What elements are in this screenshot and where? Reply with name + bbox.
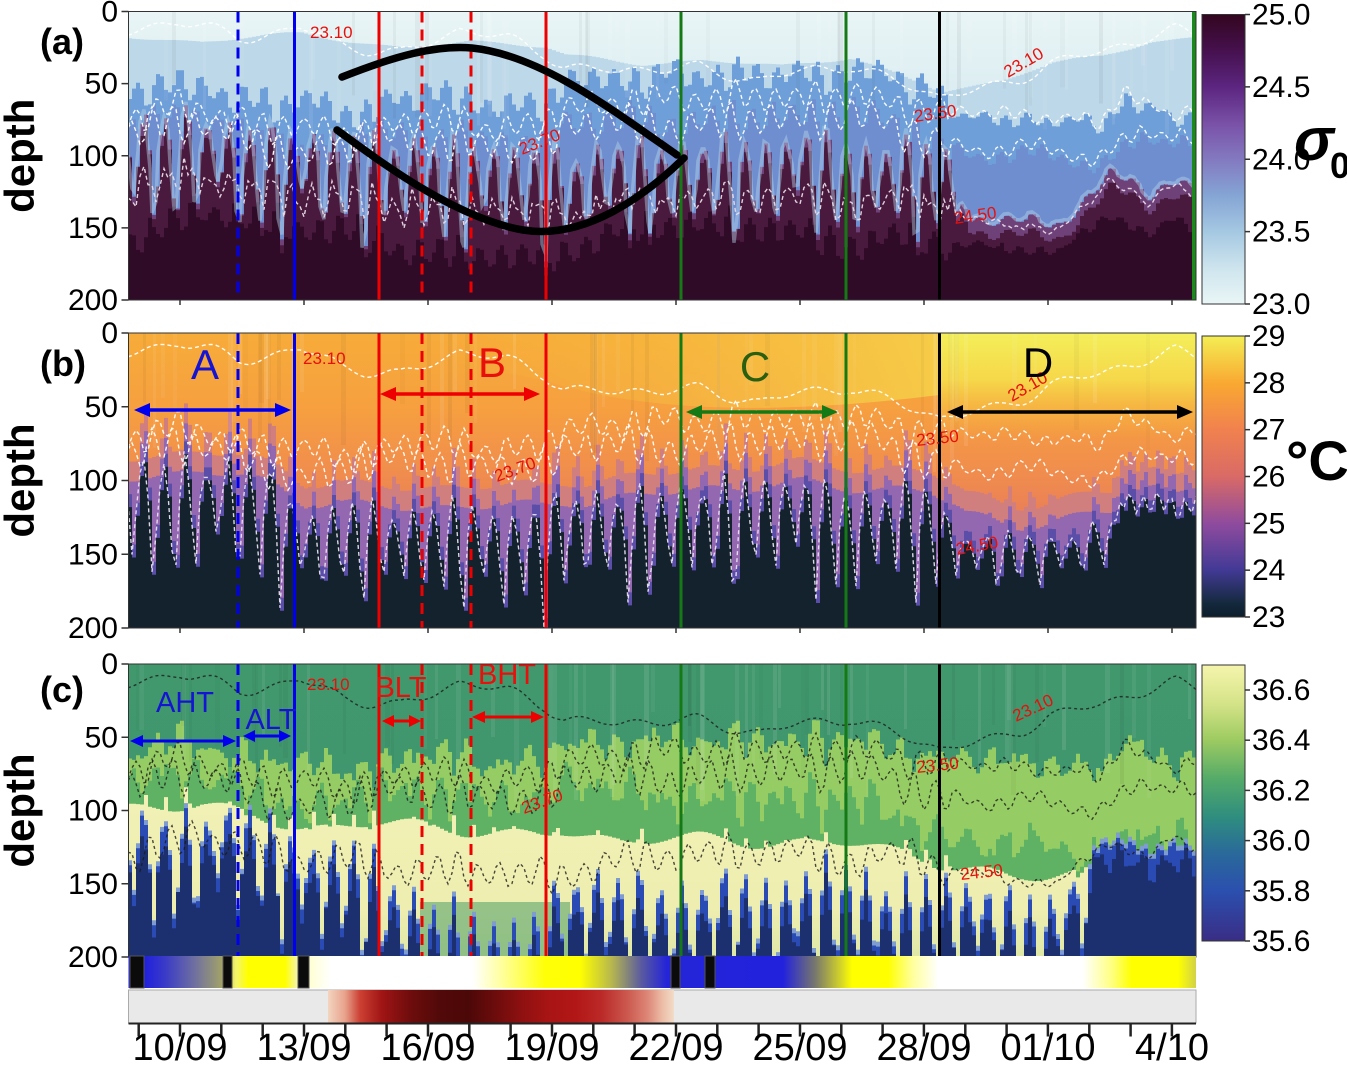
svg-text:150: 150 (68, 538, 118, 571)
svg-text:200: 200 (68, 941, 118, 974)
svg-text:150: 150 (68, 868, 118, 901)
svg-text:(c): (c) (40, 669, 84, 710)
svg-text:0: 0 (101, 0, 118, 29)
svg-text:200: 200 (68, 284, 118, 317)
svg-text:ALT: ALT (245, 704, 296, 736)
svg-text:36.6: 36.6 (1252, 674, 1310, 707)
svg-text:200: 200 (68, 612, 118, 645)
svg-text:σ: σ (1294, 106, 1336, 173)
svg-text:26: 26 (1252, 461, 1285, 494)
svg-text:36.0: 36.0 (1252, 825, 1310, 858)
svg-text:23.50: 23.50 (915, 427, 959, 450)
svg-text:22/09: 22/09 (628, 1027, 723, 1068)
svg-text:24.50: 24.50 (959, 861, 1003, 884)
svg-text:25/09: 25/09 (752, 1027, 847, 1068)
svg-text:°C: °C (1286, 429, 1347, 492)
svg-text:depth: depth (0, 99, 43, 213)
svg-text:35.6: 35.6 (1252, 925, 1310, 958)
svg-text:23.10: 23.10 (310, 23, 353, 42)
svg-text:depth: depth (0, 753, 43, 867)
svg-text:C: C (740, 343, 770, 390)
svg-text:50: 50 (85, 391, 118, 424)
svg-text:100: 100 (68, 140, 118, 173)
svg-text:50: 50 (85, 721, 118, 754)
svg-text:23.0: 23.0 (1252, 288, 1310, 321)
svg-text:D: D (1023, 339, 1053, 386)
svg-text:0: 0 (101, 317, 118, 350)
svg-text:100: 100 (68, 465, 118, 498)
svg-text:(b): (b) (40, 343, 86, 384)
svg-text:50: 50 (85, 68, 118, 101)
svg-text:28/09: 28/09 (876, 1027, 971, 1068)
svg-text:0: 0 (101, 648, 118, 681)
svg-text:24: 24 (1252, 554, 1285, 587)
svg-text:B: B (478, 339, 506, 386)
svg-text:depth: depth (0, 423, 43, 537)
svg-text:35.8: 35.8 (1252, 875, 1310, 908)
svg-text:BLT: BLT (375, 672, 426, 704)
svg-text:24.5: 24.5 (1252, 71, 1310, 104)
svg-text:4/10: 4/10 (1135, 1027, 1209, 1068)
svg-text:25.0: 25.0 (1252, 0, 1310, 32)
svg-text:A: A (191, 341, 219, 388)
svg-text:24.0: 24.0 (1252, 143, 1310, 176)
svg-text:36.2: 36.2 (1252, 774, 1310, 807)
svg-text:100: 100 (68, 795, 118, 828)
svg-text:23.10: 23.10 (307, 675, 350, 694)
svg-text:28: 28 (1252, 367, 1285, 400)
svg-text:23.5: 23.5 (1252, 216, 1310, 249)
svg-text:13/09: 13/09 (256, 1027, 351, 1068)
svg-text:27: 27 (1252, 414, 1285, 447)
svg-text:23: 23 (1252, 601, 1285, 634)
svg-text:0: 0 (1330, 145, 1347, 186)
svg-text:16/09: 16/09 (380, 1027, 475, 1068)
svg-text:36.4: 36.4 (1252, 724, 1310, 757)
svg-text:29: 29 (1252, 320, 1285, 353)
svg-text:19/09: 19/09 (504, 1027, 599, 1068)
svg-text:(a): (a) (40, 21, 84, 62)
svg-text:25: 25 (1252, 507, 1285, 540)
svg-text:150: 150 (68, 212, 118, 245)
svg-text:10/09: 10/09 (132, 1027, 227, 1068)
svg-text:23.10: 23.10 (303, 349, 346, 368)
svg-text:AHT: AHT (156, 687, 214, 719)
svg-text:01/10: 01/10 (1000, 1027, 1095, 1068)
svg-text:23.50: 23.50 (915, 754, 959, 777)
